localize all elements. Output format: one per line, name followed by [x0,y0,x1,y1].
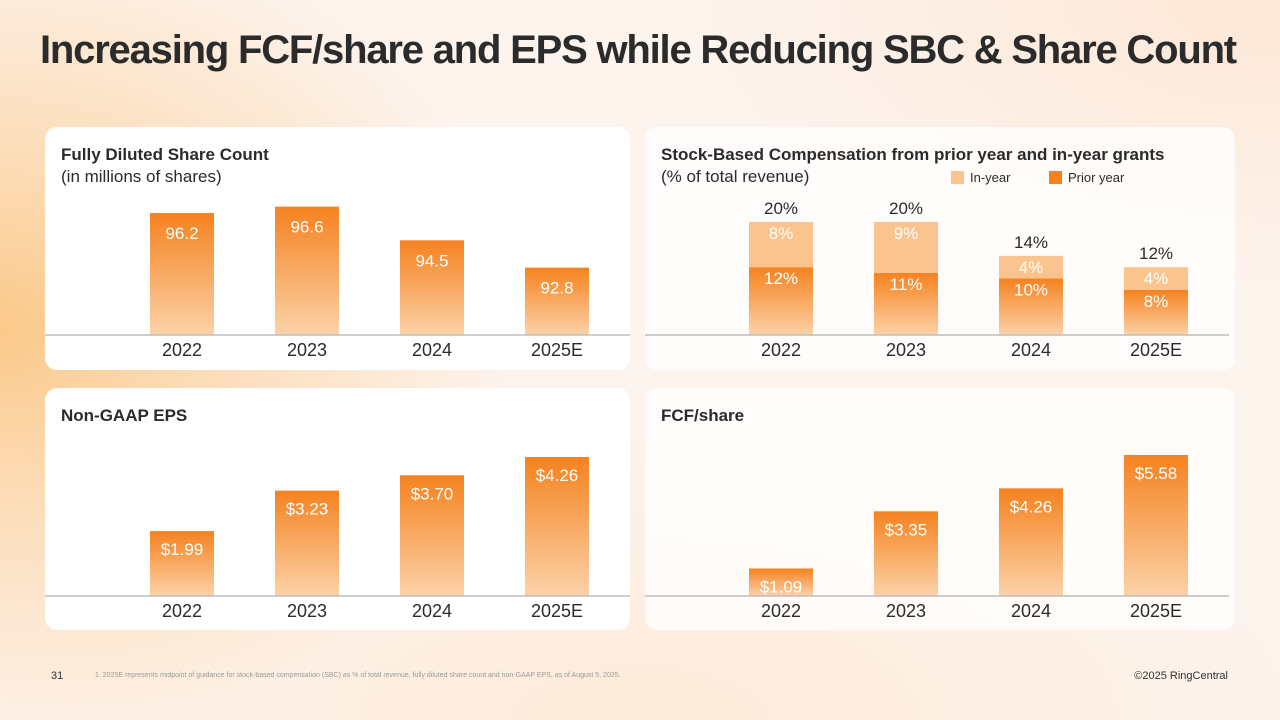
sbc-prior-year-bar-2023 [874,272,938,335]
sbc-panel: Stock-Based Compensation from prior year… [645,127,1235,370]
share-count-chart: 96.2 96.6 94.5 92.8 2022 2023 2024 2025E [45,206,630,360]
fcf-bar-2022 [749,568,813,596]
fcf-bar-2023 [874,511,938,596]
eps-tick-label: 2025E [531,601,583,621]
eps-tick-label: 2022 [162,601,202,621]
share-count-value-label: 96.6 [290,218,323,237]
eps-tick-label: 2023 [287,601,327,621]
sbc-in-year-bar-2022 [749,222,813,268]
sbc-in-year-label: 4% [1144,269,1169,288]
fcf-tick-label: 2023 [886,601,926,621]
fcf-chart: $1.09 $3.35 $4.26 $5.58 2022 2023 2024 2025E [645,455,1229,621]
sbc-prior-year-label: 11% [890,275,923,294]
share-count-bar-2025E [525,267,589,335]
sbc-total-label: 20% [889,199,923,218]
eps-panel: Non-GAAP EPS $1.99 $3.23 $3.70 $4.26 2022 202… [45,388,630,630]
share-count-bar-2024 [400,240,464,335]
share-count-bar-2023 [275,206,339,335]
fcf-title: FCF/share [661,406,745,425]
sbc-in-year-label: 9% [894,224,919,243]
sbc-in-year-label: 4% [1019,258,1044,277]
page-number: 31 [51,670,64,682]
eps-value-label: $3.70 [411,484,454,503]
legend-in-year-swatch [951,171,964,184]
eps-value-label: $3.23 [286,500,329,519]
sbc-subtitle: (% of total revenue) [661,167,810,186]
slide-title: Increasing FCF/share and EPS while Reduc… [40,28,1237,72]
eps-bar-2022 [150,531,214,596]
fcf-value-label: $1.09 [760,577,803,596]
share-count-tick-label: 2025E [531,340,583,360]
share-count-title: Fully Diluted Share Count [61,145,269,164]
fcf-bar-2025E [1124,455,1188,596]
sbc-in-year-label: 8% [769,224,794,243]
legend-in-year-label: In-year [970,170,1011,185]
fcf-tick-label: 2024 [1011,601,1051,621]
sbc-prior-year-label: 10% [1014,281,1048,300]
legend-prior-year-swatch [1049,171,1062,184]
share-count-bar-2022 [150,213,214,335]
sbc-title: Stock-Based Compensation from prior year… [661,145,1165,164]
sbc-prior-year-label: 12% [764,269,798,288]
fcf-value-label: $3.35 [885,520,928,539]
footnote: 1. 2025E represents midpoint of guidance… [95,672,621,679]
sbc-prior-year-bar-2024 [999,278,1063,335]
eps-chart: $1.99 $3.23 $3.70 $4.26 2022 2023 2024 2025E [45,457,630,621]
sbc-total-label: 14% [1014,233,1048,252]
fcf-value-label: $4.26 [1010,497,1053,516]
legend-in-year: In-year [951,170,1010,185]
eps-tick-label: 2024 [412,601,452,621]
share-count-subtitle: (in millions of shares) [61,167,222,186]
fcf-bar-2024 [999,488,1063,596]
share-count-tick-label: 2024 [412,340,452,360]
fcf-value-label: $5.58 [1135,464,1178,483]
share-count-tick-label: 2023 [287,340,327,360]
eps-title: Non-GAAP EPS [61,406,188,425]
copyright: ©2025 RingCentral [1134,670,1228,682]
sbc-in-year-bar-2023 [874,222,938,273]
fcf-tick-label: 2022 [761,601,801,621]
sbc-prior-year-label: 8% [1144,292,1169,311]
share-count-value-label: 92.8 [540,279,573,298]
fcf-tick-label: 2025E [1130,601,1182,621]
sbc-tick-label: 2023 [886,340,926,360]
sbc-total-label: 12% [1139,244,1173,263]
sbc-in-year-bar-2024 [999,255,1063,279]
share-count-tick-label: 2022 [162,340,202,360]
share-count-panel: Fully Diluted Share Count (in millions o… [45,127,630,370]
sbc-chart: 8% 12% 20% 9% 11% 20% 4% 10% 14% 4% 8% 12% 2022 2023 2… [645,199,1229,360]
sbc-tick-label: 2024 [1011,340,1051,360]
sbc-prior-year-bar-2022 [749,267,813,335]
sbc-prior-year-bar-2025E [1124,289,1188,335]
legend-prior-year-label: Prior year [1068,170,1125,185]
eps-bar-2025E [525,457,589,596]
eps-bar-2024 [400,475,464,596]
eps-bar-2023 [275,490,339,596]
eps-value-label: $1.99 [161,540,204,559]
legend-prior-year: Prior year [1049,170,1124,185]
sbc-tick-label: 2022 [761,340,801,360]
sbc-tick-label: 2025E [1130,340,1182,360]
share-count-value-label: 94.5 [415,251,448,270]
sbc-total-label: 20% [764,199,798,218]
eps-value-label: $4.26 [536,466,579,485]
share-count-value-label: 96.2 [165,224,198,243]
sbc-in-year-bar-2025E [1124,267,1188,290]
fcf-panel: FCF/share $1.09 $3.35 $4.26 $5.58 2022 2023 20… [645,388,1235,630]
